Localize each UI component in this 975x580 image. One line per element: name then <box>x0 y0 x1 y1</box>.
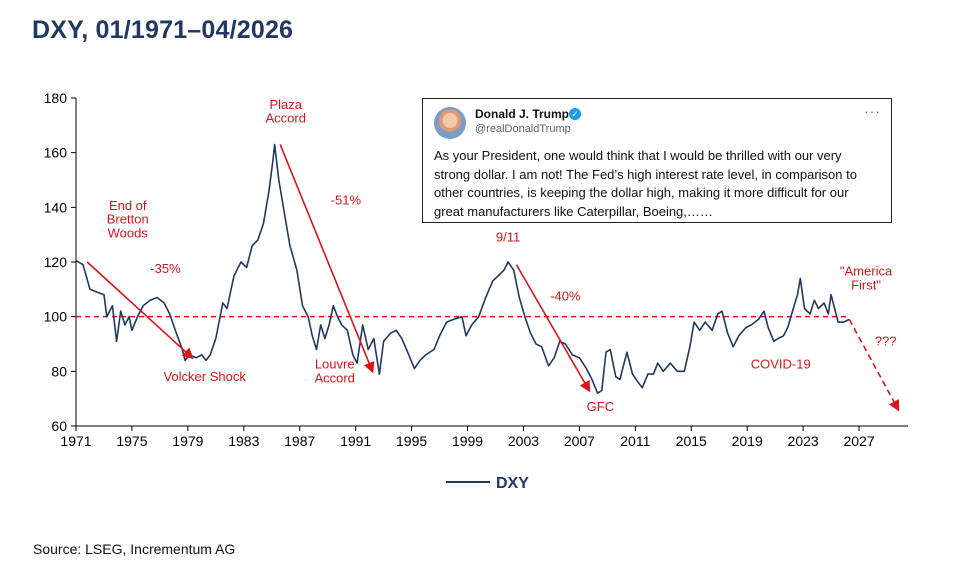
annotation-label: -35% <box>150 261 181 276</box>
annotation-label: Louvre <box>315 357 355 372</box>
bretton-woods-decline-arrow <box>86 261 194 360</box>
y-tick-label: 140 <box>44 199 68 215</box>
annotation-label: 9/11 <box>496 230 520 245</box>
projection-arrow <box>848 319 900 412</box>
plaza-accord-decline-arrow <box>279 144 375 374</box>
more-options-icon[interactable]: ··· <box>864 103 881 119</box>
annotation-label: COVID-19 <box>751 357 811 372</box>
annotation-label: Plaza <box>269 97 302 112</box>
post-2001-decline-arrow <box>515 264 591 393</box>
annotation-label: Bretton <box>107 212 149 227</box>
source-note: Source: LSEG, Incrementum AG <box>33 541 236 557</box>
annotation-label: -40% <box>550 288 581 303</box>
x-tick-label: 1987 <box>284 433 315 449</box>
annotation-label: End of <box>109 198 147 213</box>
x-tick-label: 2015 <box>676 433 707 449</box>
x-tick-label: 1999 <box>452 433 483 449</box>
x-tick-label: 2011 <box>620 433 650 449</box>
y-tick-label: 180 <box>44 90 68 106</box>
avatar[interactable] <box>434 107 466 139</box>
annotation-label: First" <box>851 277 881 292</box>
annotation-label: -51% <box>331 193 362 208</box>
annotation-label: Accord <box>266 111 306 126</box>
y-tick-label: 120 <box>44 254 68 270</box>
annotation-label: Accord <box>314 370 354 385</box>
y-tick-label: 160 <box>44 145 68 161</box>
x-tick-label: 2027 <box>843 433 874 449</box>
tweet-text: As your President, one would think that … <box>434 148 857 219</box>
tweet-card[interactable]: Donald J. Trump ✓ @realDonaldTrump ··· A… <box>422 98 892 223</box>
x-tick-label: 2003 <box>508 433 539 449</box>
x-tick-label: 1995 <box>396 433 427 449</box>
series-line-dxy <box>75 143 850 394</box>
y-tick-label: 80 <box>51 363 67 379</box>
annotation-label: "America <box>840 264 893 279</box>
x-tick-label: 1979 <box>172 433 203 449</box>
y-tick-label: 60 <box>51 418 67 434</box>
x-tick-label: 2023 <box>788 433 819 449</box>
x-tick-label: 1991 <box>340 433 371 449</box>
legend-label-dxy: DXY <box>496 475 529 492</box>
x-tick-label: 1971 <box>60 433 91 449</box>
verified-check-icon: ✓ <box>569 108 581 120</box>
tweet-author-name[interactable]: Donald J. Trump <box>475 107 570 121</box>
x-tick-label: 2007 <box>564 433 595 449</box>
annotation-label: ??? <box>875 333 897 348</box>
annotation-label: Woods <box>108 225 149 240</box>
x-tick-label: 1983 <box>228 433 259 449</box>
x-tick-label: 2019 <box>732 433 763 449</box>
chart-title: DXY, 01/1971–04/2026 <box>32 16 294 44</box>
annotation-label: Volcker Shock <box>163 369 246 384</box>
y-tick-label: 100 <box>44 309 68 325</box>
x-tick-label: 1975 <box>116 433 147 449</box>
tweet-author-handle[interactable]: @realDonaldTrump <box>475 123 571 135</box>
annotation-label: GFC <box>587 399 614 414</box>
